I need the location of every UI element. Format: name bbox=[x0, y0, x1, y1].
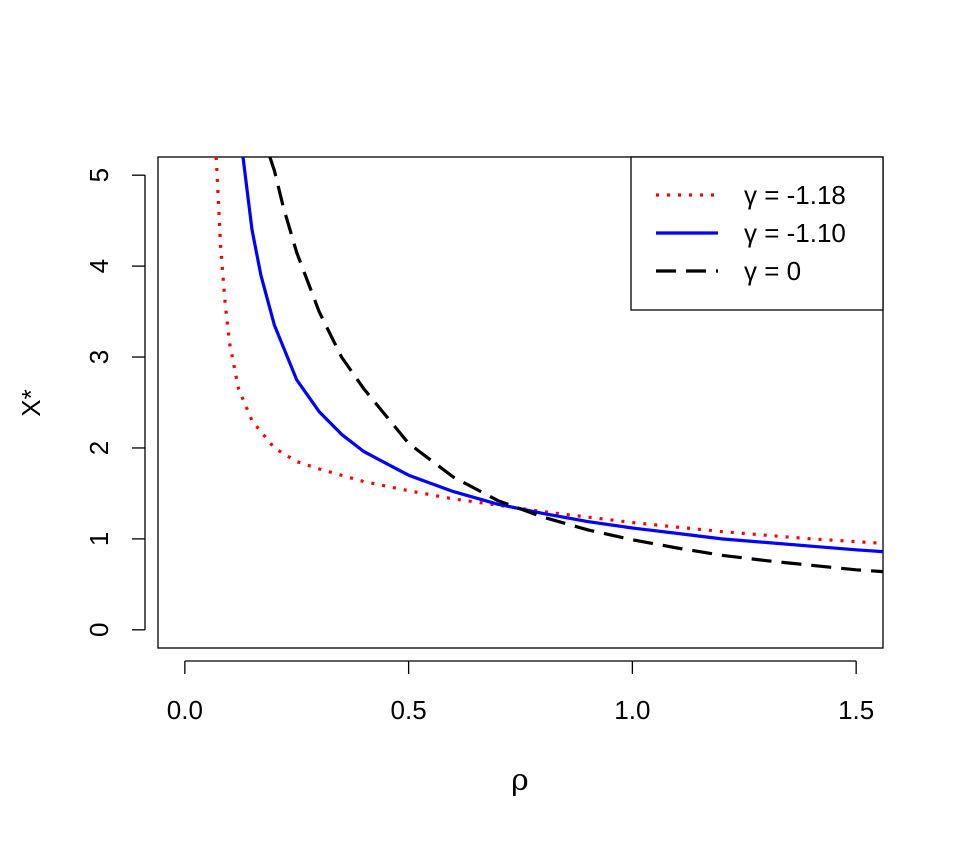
series-line-1 bbox=[241, 157, 883, 554]
x-axis-label: ρ bbox=[511, 763, 529, 798]
y-tick-label: 3 bbox=[84, 350, 114, 364]
y-axis: 0 1 2 3 4 5 bbox=[84, 168, 146, 637]
y-tick-label: 2 bbox=[84, 441, 114, 455]
legend-label-2: γ = 0 bbox=[744, 256, 801, 286]
x-tick-label: 0.5 bbox=[391, 695, 427, 725]
legend-items: γ = -1.18 γ = -1.10 γ = 0 bbox=[656, 180, 846, 286]
x-tick-label: 1.5 bbox=[838, 695, 874, 725]
y-tick-label: 4 bbox=[84, 259, 114, 273]
legend-label-1: γ = -1.10 bbox=[744, 218, 846, 248]
series-line-2 bbox=[268, 157, 883, 574]
y-tick-label: 5 bbox=[84, 168, 114, 182]
x-axis: 0.0 0.5 1.0 1.5 bbox=[167, 660, 874, 725]
y-tick-label: 1 bbox=[84, 532, 114, 546]
series-layer bbox=[214, 157, 883, 574]
series-line-0 bbox=[214, 157, 883, 545]
legend-label-0: γ = -1.18 bbox=[744, 180, 846, 210]
y-axis-label: X* bbox=[16, 389, 46, 416]
x-tick-label: 1.0 bbox=[614, 695, 650, 725]
x-tick-label: 0.0 bbox=[167, 695, 203, 725]
plot-area bbox=[157, 156, 884, 649]
y-tick-label: 0 bbox=[84, 623, 114, 637]
legend: γ = -1.18 γ = -1.10 γ = 0 bbox=[630, 156, 884, 311]
